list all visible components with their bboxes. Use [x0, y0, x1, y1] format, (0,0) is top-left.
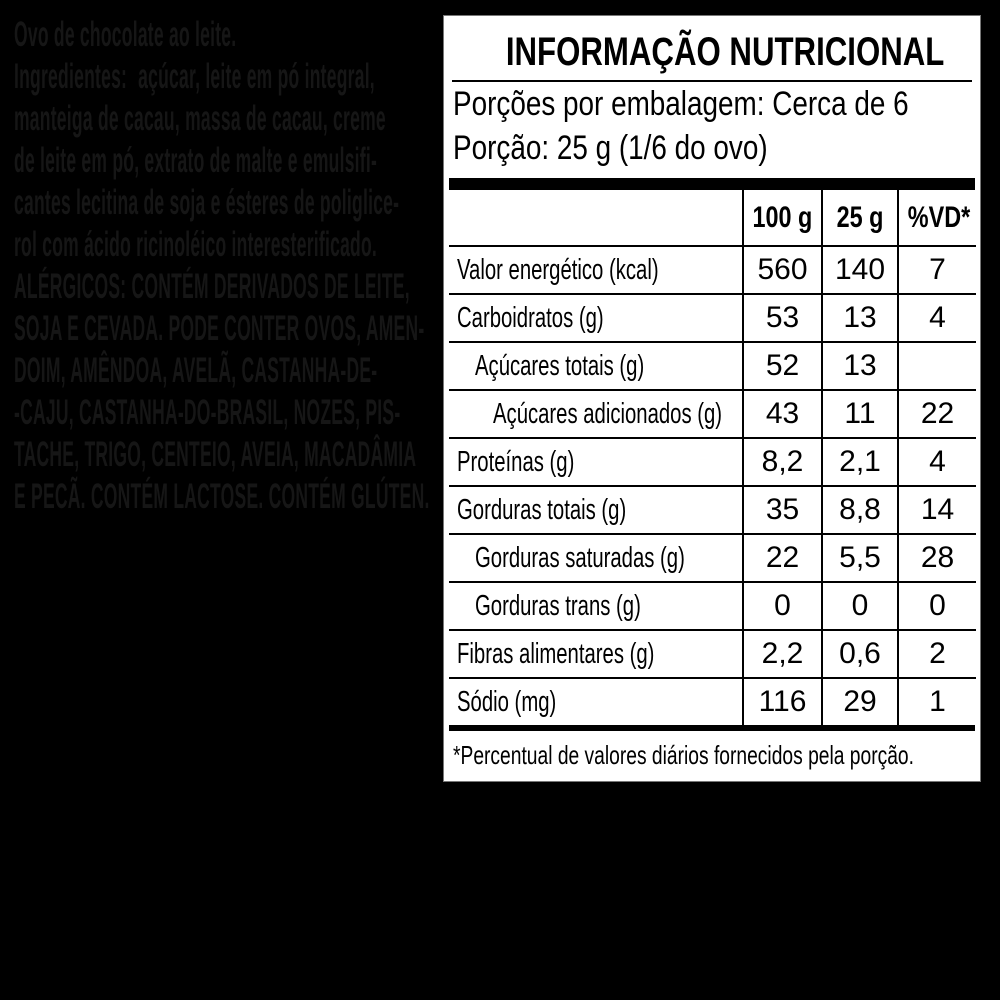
- allergen-line: E PECÃ. CONTÉM LACTOSE. CONTÉM GLÚTEN.: [14, 477, 430, 516]
- column-header-blank: [449, 190, 743, 247]
- row-label: Valor energético (kcal): [449, 246, 743, 295]
- package-text: Ovo de chocolate ao leite. Ingredientes:…: [14, 14, 444, 518]
- value-25g: 5,5: [821, 534, 898, 583]
- value-25g: 2,1: [821, 438, 898, 487]
- row-label: Gorduras totais (g): [449, 486, 743, 535]
- product-name-line: Ovo de chocolate ao leite.: [14, 15, 237, 54]
- ingredients-line: rol com ácido ricinoléico interesterific…: [14, 225, 378, 264]
- serving-size-line: Porção: 25 g (1/6 do ovo): [453, 129, 768, 167]
- row-label: Gorduras saturadas (g): [449, 534, 743, 583]
- column-header-25g: 25 g: [821, 190, 898, 247]
- allergen-line: -CAJU, CASTANHA-DO-BRASIL, NOZES, PIS-: [14, 393, 401, 432]
- column-header-row: 100 g 25 g %VD*: [449, 190, 976, 247]
- value-25g: 8,8: [821, 486, 898, 535]
- row-label: Proteínas (g): [449, 438, 743, 487]
- value-100g: 0: [742, 582, 822, 631]
- allergen-line: TACHE, TRIGO, CENTEIO, AVEIA, MACADÂMIA: [14, 435, 417, 474]
- value-25g: 11: [821, 390, 898, 439]
- value-25g: 13: [821, 342, 898, 391]
- ingredients-line: de leite em pó, extrato de malte e emuls…: [14, 141, 378, 180]
- servings-per-package-line: Porções por embalagem: Cerca de 6: [453, 85, 909, 123]
- nutrition-table: 100 g 25 g %VD* Valor energético (kcal) …: [449, 190, 976, 725]
- nutrition-row: Sódio (mg) 116 29 1: [449, 678, 976, 725]
- value-pct-dv: 0: [897, 582, 976, 631]
- value-pct-dv: 1: [897, 678, 976, 725]
- nutrition-title-text: INFORMAÇÃO NUTRICIONAL: [505, 30, 945, 74]
- ingredients-first-line-rest: açúcar, leite em pó integral,: [138, 57, 375, 96]
- value-25g: 13: [821, 294, 898, 343]
- value-100g: 2,2: [742, 630, 822, 679]
- nutrition-table-body: Valor energético (kcal) 560 140 7 Carboi…: [449, 246, 976, 725]
- title-divider: [452, 80, 972, 82]
- allergen-line: DOIM, AMÊNDOA, AVELÃ, CASTANHA-DE-: [14, 351, 378, 390]
- ingredients-line: manteiga de cacau, massa de cacau, creme: [14, 99, 386, 138]
- ingredients-heading: Ingredientes:: [14, 57, 128, 96]
- nutrition-row: Fibras alimentares (g) 2,2 0,6 2: [449, 630, 976, 679]
- allergen-lines: ALÉRGICOS: CONTÉM DERIVADOS DE LEITE, SOJ…: [14, 266, 444, 518]
- value-pct-dv: 2: [897, 630, 976, 679]
- nutrition-title: INFORMAÇÃO NUTRICIONAL: [444, 16, 980, 78]
- ingredients-first-line: Ingredientes: açúcar, leite em pó integra…: [14, 56, 444, 98]
- value-pct-dv: 4: [897, 438, 976, 487]
- value-pct-dv: [897, 342, 976, 391]
- nutrition-row: Valor energético (kcal) 560 140 7: [449, 246, 976, 295]
- nutrition-row: Gorduras saturadas (g) 22 5,5 28: [449, 534, 976, 583]
- nutrition-row: Açúcares totais (g) 52 13: [449, 342, 976, 391]
- value-25g: 0,6: [821, 630, 898, 679]
- value-pct-dv: 22: [897, 390, 976, 439]
- nutrition-row: Gorduras totais (g) 35 8,8 14: [449, 486, 976, 535]
- value-100g: 116: [742, 678, 822, 725]
- nutrition-label-panel: INFORMAÇÃO NUTRICIONAL Porções por embal…: [443, 15, 981, 782]
- row-label: Sódio (mg): [457, 686, 557, 718]
- value-100g: 52: [742, 342, 822, 391]
- value-pct-dv: 28: [897, 534, 976, 583]
- value-100g: 8,2: [742, 438, 822, 487]
- value-pct-dv: 7: [897, 246, 976, 295]
- value-100g: 43: [742, 390, 822, 439]
- column-header-pct-dv: %VD*: [897, 190, 976, 247]
- value-100g: 53: [742, 294, 822, 343]
- value-25g: 140: [821, 246, 898, 295]
- row-label: Açúcares adicionados (g): [449, 390, 743, 439]
- row-label: Carboidratos (g): [449, 294, 743, 343]
- table-bottom-bar: [449, 725, 975, 731]
- ingredients-line: cantes lecitina de soja e ésteres de pol…: [14, 183, 400, 222]
- nutrition-row: Gorduras trans (g) 0 0 0: [449, 582, 976, 631]
- table-top-bar: [449, 178, 975, 190]
- nutrition-row: Proteínas (g) 8,2 2,1 4: [449, 438, 976, 487]
- value-pct-dv: 14: [897, 486, 976, 535]
- ingredients-lines: manteiga de cacau, massa de cacau, creme…: [14, 98, 444, 266]
- value-100g: 35: [742, 486, 822, 535]
- allergen-line: SOJA E CEVADA. PODE CONTER OVOS, AMEN-: [14, 309, 425, 348]
- column-header-100g: 100 g: [742, 190, 822, 247]
- value-25g: 29: [821, 678, 898, 725]
- value-100g: 560: [742, 246, 822, 295]
- value-pct-dv: 4: [897, 294, 976, 343]
- value-25g: 0: [821, 582, 898, 631]
- nutrition-row: Açúcares adicionados (g) 43 11 22: [449, 390, 976, 439]
- row-label: Açúcares totais (g): [449, 342, 743, 391]
- row-label: Gorduras trans (g): [449, 582, 743, 631]
- allergen-line: ALÉRGICOS: CONTÉM DERIVADOS DE LEITE,: [14, 267, 410, 306]
- footnote: *Percentual de valores diários fornecido…: [453, 740, 914, 770]
- row-label: Fibras alimentares (g): [449, 630, 743, 679]
- nutrition-row: Carboidratos (g) 53 13 4: [449, 294, 976, 343]
- value-100g: 22: [742, 534, 822, 583]
